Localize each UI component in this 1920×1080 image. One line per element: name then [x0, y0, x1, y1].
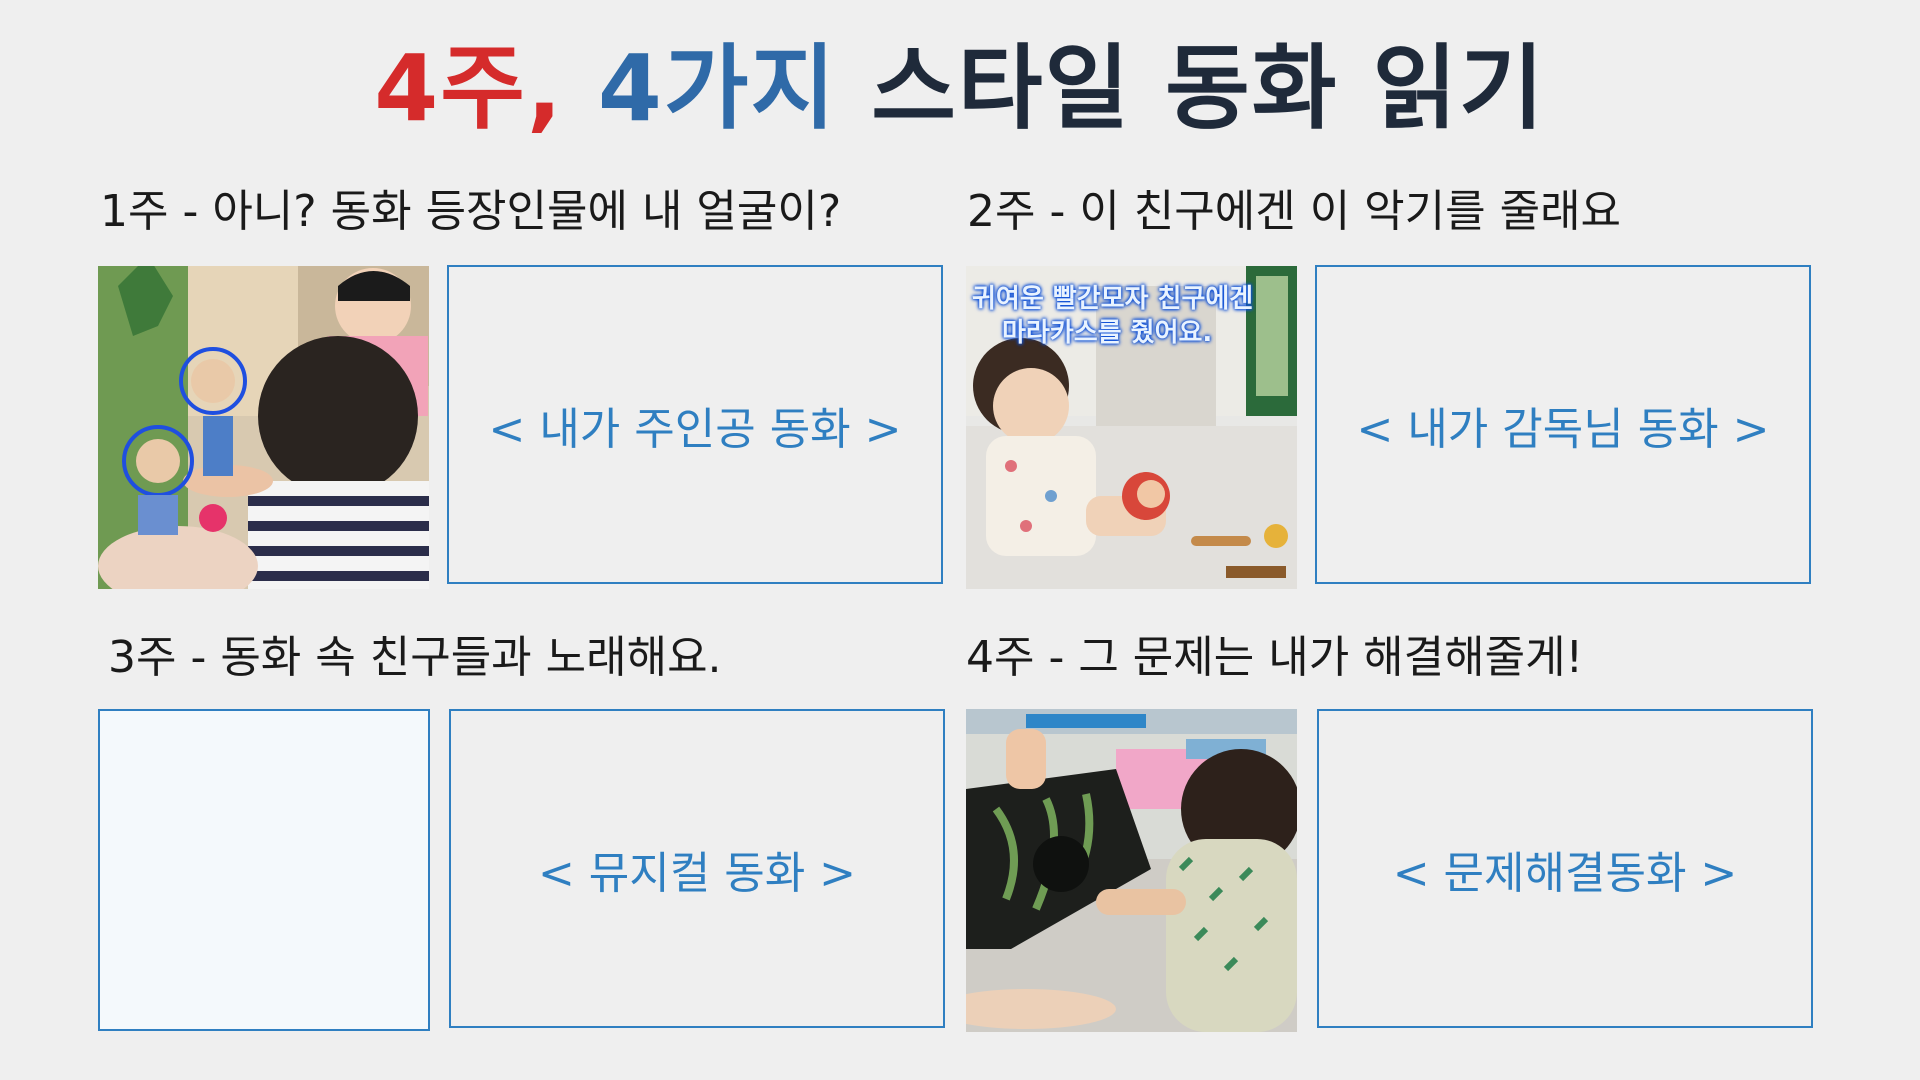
title-week-count: 4주,	[374, 35, 564, 142]
week4-heading: 4주 - 그 문제는 내가 해결해줄게!	[966, 632, 1584, 683]
week1-label: < 내가 주인공 동화 >	[488, 403, 902, 455]
week3-heading: 3주 - 동화 속 친구들과 노래해요.	[108, 632, 722, 683]
week4-label: < 문제해결동화 >	[1392, 847, 1738, 899]
week2-heading: 2주 - 이 친구에겐 이 악기를 줄래요	[967, 186, 1622, 237]
week3-label: < 뮤지컬 동화 >	[537, 847, 857, 899]
week4-photo	[966, 709, 1297, 1032]
week3-label-box: < 뮤지컬 동화 >	[449, 709, 945, 1028]
page-title: 4주, 4가지 스타일 동화 읽기	[0, 34, 1920, 144]
week4-label-box: < 문제해결동화 >	[1317, 709, 1813, 1028]
week1-heading: 1주 - 아니? 동화 등장인물에 내 얼굴이?	[100, 186, 842, 237]
week3-photo-placeholder	[98, 709, 430, 1031]
week2-photo: 귀여운 빨간모자 친구에겐 마라카스를 줬어요.	[966, 266, 1297, 589]
week2-photo-caption-line2: 마라카스를 줬어요.	[1002, 318, 1213, 348]
week2-photo-caption-line1: 귀여운 빨간모자 친구에겐	[972, 284, 1254, 314]
week1-label-box: < 내가 주인공 동화 >	[447, 265, 943, 584]
title-rest: 스타일 동화 읽기	[871, 35, 1546, 142]
week2-label-box: < 내가 감독님 동화 >	[1315, 265, 1811, 584]
title-style-count: 4가지	[597, 35, 838, 142]
week1-photo	[98, 266, 429, 589]
week2-label: < 내가 감독님 동화 >	[1356, 403, 1770, 455]
